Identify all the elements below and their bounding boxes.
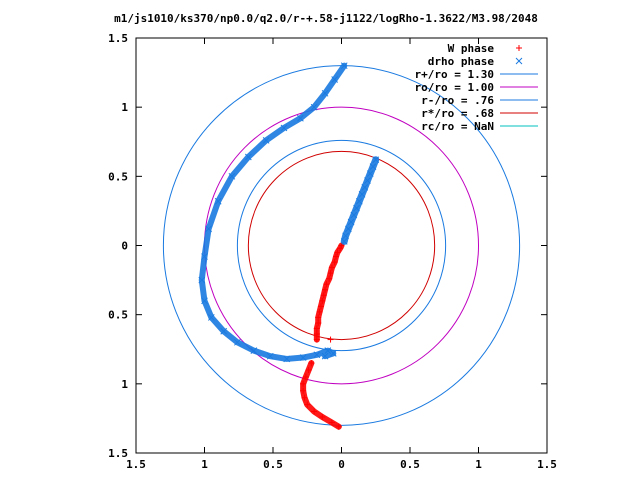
x-axis: 1.5 1 0.5 0 0.5 1 1.5 [126,38,557,471]
x-tick-label: 0 [338,458,345,471]
chart-title: m1/js1010/ks370/np0.0/q2.0/r-+.58-j1122/… [114,12,538,25]
y-tick-label: 1.5 [108,447,128,460]
legend-label: r+/ro = 1.30 [415,68,494,81]
x-tick-label: 1 [475,458,482,471]
x-tick-label: 1.5 [537,458,557,471]
legend-label: r-/ro = .76 [421,94,494,107]
legend-label: rc/ro = NaN [421,120,494,133]
x-tick-label: 0.5 [263,458,283,471]
y-tick-label: 1.5 [108,32,128,45]
y-tick-label: 0.5 [108,309,128,322]
circle-0-68 [247,150,436,341]
y-tick-label: 0.5 [108,170,128,183]
w-phase-point [327,336,334,343]
legend-label: W phase [448,42,495,55]
y-axis: 1.5 1 0.5 0 0.5 1 1.5 [108,32,547,460]
drho-phase-trail [198,62,348,362]
drho-phase-trail [340,156,380,245]
w-phase-trail [300,360,342,430]
legend-label: ro/ro = 1.00 [415,81,494,94]
x-tick-label: 1.5 [126,458,146,471]
circle-0-76 [236,139,447,352]
x-tick-label: 0.5 [400,458,420,471]
y-tick-label: 1 [121,378,128,391]
w-phase-trail [313,242,345,343]
legend-marker [515,57,523,65]
y-tick-label: 1 [121,101,128,114]
x-tick-label: 1 [201,458,208,471]
legend-label: r*/ro = .68 [421,107,494,120]
data-points [198,62,380,430]
y-tick-label: 0 [121,240,128,253]
legend-label: drho phase [428,55,495,68]
